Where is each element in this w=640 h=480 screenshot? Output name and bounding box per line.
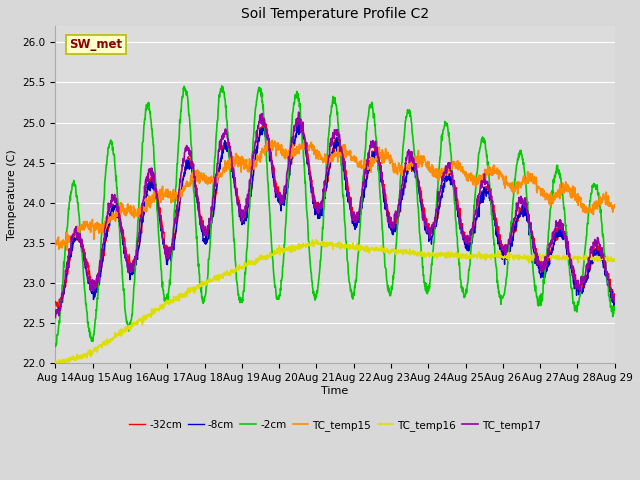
-2cm xyxy=(118,260,125,266)
-2cm xyxy=(218,83,226,89)
-32cm xyxy=(371,149,378,155)
TC_temp16 xyxy=(611,258,618,264)
-32cm xyxy=(54,305,61,311)
-8cm xyxy=(289,144,297,150)
-2cm xyxy=(370,111,378,117)
TC_temp17 xyxy=(370,145,378,151)
Line: -2cm: -2cm xyxy=(56,86,614,347)
TC_temp15 xyxy=(118,207,125,213)
-2cm xyxy=(301,169,308,175)
TC_temp15 xyxy=(311,147,319,153)
TC_temp15 xyxy=(371,157,378,163)
-2cm xyxy=(611,303,618,309)
TC_temp15 xyxy=(52,241,60,247)
TC_temp15 xyxy=(300,137,308,143)
Line: -32cm: -32cm xyxy=(56,124,614,308)
-2cm xyxy=(311,296,319,302)
-8cm xyxy=(95,280,103,286)
-8cm xyxy=(611,304,618,310)
TC_temp16 xyxy=(95,343,103,348)
Text: SW_met: SW_met xyxy=(70,38,123,51)
-8cm xyxy=(371,151,378,156)
-32cm xyxy=(95,274,103,280)
TC_temp17 xyxy=(295,109,303,115)
-2cm xyxy=(95,276,102,282)
TC_temp16 xyxy=(311,240,319,246)
TC_temp15 xyxy=(301,139,309,144)
TC_temp17 xyxy=(289,138,296,144)
TC_temp16 xyxy=(301,243,308,249)
TC_temp17 xyxy=(118,224,125,229)
Line: TC_temp15: TC_temp15 xyxy=(56,140,614,250)
-2cm xyxy=(289,108,297,114)
TC_temp17 xyxy=(311,204,319,210)
-8cm xyxy=(118,230,125,236)
Line: TC_temp17: TC_temp17 xyxy=(56,112,614,318)
-32cm xyxy=(52,299,60,304)
X-axis label: Time: Time xyxy=(321,386,349,396)
-8cm xyxy=(301,144,309,149)
TC_temp17 xyxy=(611,295,618,301)
TC_temp16 xyxy=(118,326,125,332)
TC_temp15 xyxy=(63,247,71,253)
-32cm xyxy=(611,291,618,297)
Line: -8cm: -8cm xyxy=(56,123,614,313)
Line: TC_temp16: TC_temp16 xyxy=(56,240,614,365)
-8cm xyxy=(297,120,305,126)
-32cm xyxy=(289,146,297,152)
TC_temp15 xyxy=(289,142,297,148)
-8cm xyxy=(54,310,61,316)
TC_temp17 xyxy=(52,315,60,321)
TC_temp16 xyxy=(371,248,378,253)
-8cm xyxy=(311,212,319,218)
TC_temp17 xyxy=(95,274,102,279)
TC_temp15 xyxy=(611,202,618,207)
Y-axis label: Temperature (C): Temperature (C) xyxy=(7,149,17,240)
-8cm xyxy=(52,310,60,315)
-32cm xyxy=(311,200,319,205)
TC_temp16 xyxy=(289,247,297,253)
-32cm xyxy=(301,136,309,142)
-32cm xyxy=(297,121,305,127)
TC_temp16 xyxy=(308,237,316,243)
TC_temp15 xyxy=(95,221,103,227)
Legend: -32cm, -8cm, -2cm, TC_temp15, TC_temp16, TC_temp17: -32cm, -8cm, -2cm, TC_temp15, TC_temp16,… xyxy=(125,416,545,435)
TC_temp17 xyxy=(301,133,308,139)
-32cm xyxy=(118,227,125,232)
Title: Soil Temperature Profile C2: Soil Temperature Profile C2 xyxy=(241,7,429,21)
-2cm xyxy=(52,344,60,349)
TC_temp16 xyxy=(52,362,60,368)
TC_temp16 xyxy=(52,360,60,365)
